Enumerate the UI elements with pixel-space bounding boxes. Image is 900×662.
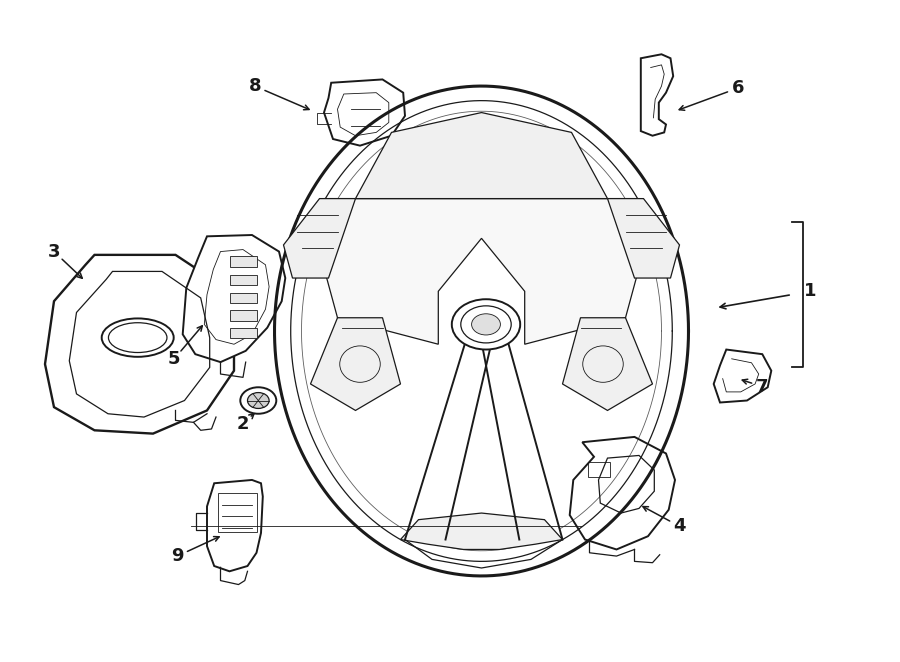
- Polygon shape: [641, 54, 673, 136]
- Text: 9: 9: [171, 547, 184, 565]
- Polygon shape: [714, 350, 771, 402]
- Polygon shape: [608, 199, 680, 278]
- Bar: [230, 328, 256, 338]
- Bar: [588, 462, 610, 477]
- Text: 3: 3: [48, 242, 60, 261]
- Bar: [230, 310, 256, 321]
- Circle shape: [240, 387, 276, 414]
- Polygon shape: [405, 328, 495, 540]
- Circle shape: [472, 314, 500, 335]
- Text: 4: 4: [673, 517, 686, 536]
- Circle shape: [248, 393, 269, 408]
- Polygon shape: [356, 113, 608, 199]
- Polygon shape: [479, 328, 562, 540]
- Polygon shape: [45, 255, 234, 434]
- Polygon shape: [562, 318, 652, 410]
- Bar: [230, 293, 256, 303]
- Polygon shape: [570, 437, 675, 549]
- Polygon shape: [274, 86, 688, 576]
- Polygon shape: [400, 513, 562, 549]
- Circle shape: [452, 299, 520, 350]
- Text: 1: 1: [804, 282, 816, 301]
- Text: 2: 2: [237, 414, 249, 433]
- Polygon shape: [183, 235, 285, 362]
- Polygon shape: [284, 199, 356, 278]
- Polygon shape: [310, 318, 400, 410]
- Text: 5: 5: [167, 350, 180, 369]
- Polygon shape: [320, 199, 644, 344]
- Polygon shape: [207, 480, 263, 571]
- Text: 6: 6: [732, 79, 744, 97]
- Text: 8: 8: [248, 77, 261, 95]
- Bar: [230, 275, 256, 285]
- Text: 7: 7: [756, 377, 769, 396]
- Polygon shape: [324, 79, 405, 146]
- Bar: [230, 256, 256, 267]
